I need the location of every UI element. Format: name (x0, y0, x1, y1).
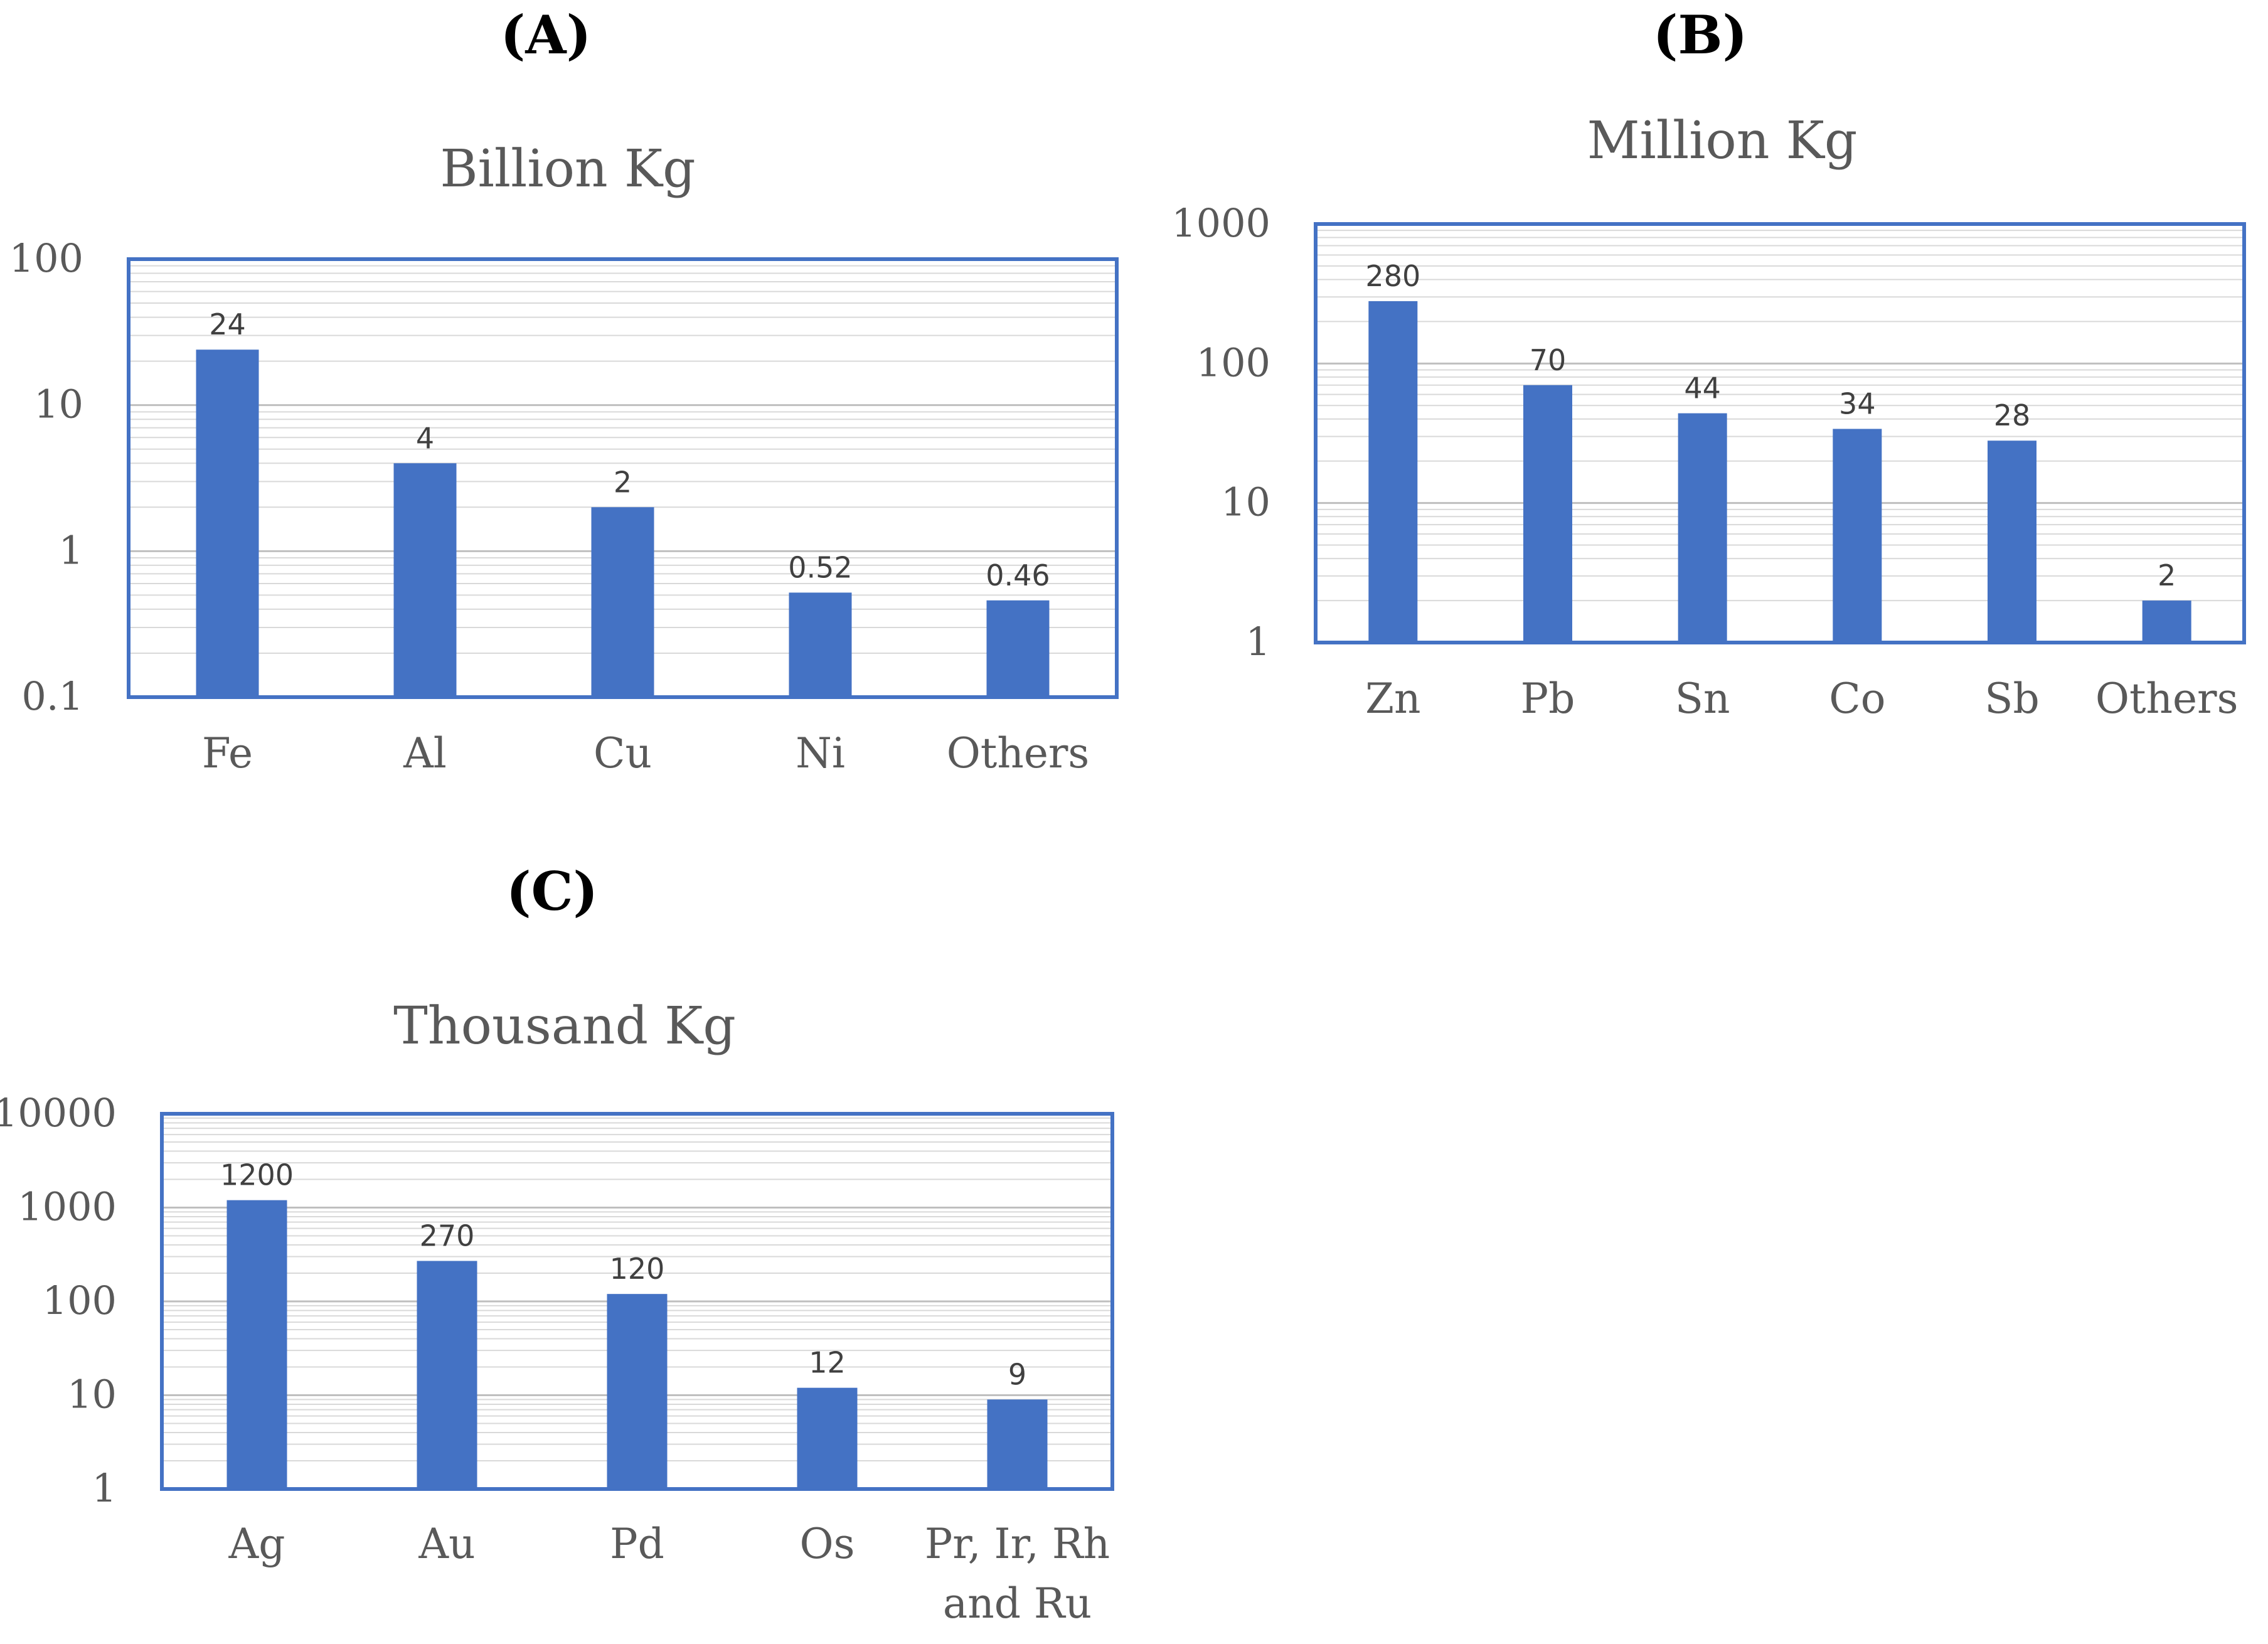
bar (1368, 301, 1418, 641)
bar (797, 1387, 858, 1487)
x-category-label: Sn (1675, 675, 1730, 723)
data-label: 24 (209, 307, 246, 341)
bar (2142, 600, 2191, 641)
bar (789, 592, 852, 695)
y-tick-label: 1 (92, 1465, 117, 1511)
plot-frame (160, 1112, 1114, 1491)
plot-frame (1314, 222, 2246, 644)
x-category-label: Others (947, 729, 1090, 777)
y-tick-label: 1000 (18, 1184, 117, 1230)
x-category-label: Co (1829, 675, 1885, 723)
y-tick-label: 10 (67, 1372, 117, 1417)
bar (987, 1399, 1048, 1487)
bar (607, 1294, 668, 1487)
data-label: 2 (2158, 558, 2176, 592)
data-label: 44 (1684, 371, 1721, 405)
data-label: 28 (1994, 398, 2031, 432)
chart-a: (A) Billion Kg 0.1 1 10 100 24 Fe 4 Al 2 Cu 0.52 Ni 0.… (9, 4, 1119, 777)
x-category-label: Pb (1521, 675, 1575, 723)
bar (1523, 385, 1572, 641)
bar (591, 507, 654, 695)
bar (196, 350, 259, 695)
data-label: 120 (610, 1252, 665, 1286)
x-category-label: Pr, Ir, Rh (925, 1520, 1110, 1568)
x-category-label: Ag (228, 1520, 285, 1568)
bar (417, 1261, 477, 1487)
y-tick-label: 0.1 (21, 673, 83, 719)
y-tick-label: 10 (34, 382, 83, 427)
data-label: 12 (809, 1346, 846, 1380)
y-tick-label: 100 (43, 1278, 117, 1323)
x-category-label: Zn (1365, 675, 1420, 723)
plot-frame (127, 257, 1119, 699)
chart-title: Billion Kg (440, 139, 695, 199)
y-tick-label: 1 (59, 527, 83, 573)
y-tick-label: 10 (1221, 479, 1270, 525)
data-label: 1200 (220, 1158, 294, 1192)
x-category-label: and Ru (943, 1579, 1092, 1628)
x-category-label: Cu (594, 729, 652, 777)
y-tick-label: 1000 (1171, 200, 1270, 246)
panel-label: (B) (1653, 4, 1748, 66)
x-category-label: Os (800, 1520, 855, 1568)
y-tick-label: 100 (9, 235, 83, 281)
chart-b: (B) Million Kg 1 10 100 1000 280 Zn 70 Pb 44 Sn 34 Co… (1171, 4, 2246, 723)
y-tick-label: 1 (1246, 619, 1270, 665)
bar (226, 1200, 287, 1487)
bar (1988, 440, 2036, 641)
y-tick-label: 10000 (0, 1090, 117, 1136)
x-category-label: Al (403, 729, 447, 777)
x-category-label: Fe (202, 729, 253, 777)
data-label: 2 (614, 465, 632, 499)
bar (393, 463, 457, 695)
x-category-label: Pd (610, 1520, 664, 1568)
x-category-label: Others (2095, 675, 2239, 723)
chart-c: (C) Thousand Kg 1 10 100 1000 10000 1200 Ag 270 Au… (0, 860, 1114, 1628)
chart-title: Million Kg (1587, 111, 1858, 171)
data-label: 34 (1839, 387, 1876, 421)
bar (1833, 429, 1882, 641)
x-category-label: Au (418, 1520, 475, 1568)
chart-title: Thousand Kg (393, 996, 736, 1056)
x-category-label: Ni (796, 729, 845, 777)
data-label: 0.52 (788, 550, 852, 584)
data-label: 9 (1008, 1357, 1026, 1391)
panel-label: (A) (501, 4, 592, 66)
data-label: 4 (416, 421, 434, 455)
bar (1678, 413, 1727, 641)
data-label: 70 (1530, 343, 1567, 377)
y-tick-label: 100 (1196, 339, 1270, 385)
bar (986, 600, 1050, 695)
x-category-label: Sb (1984, 675, 2039, 723)
data-label: 280 (1365, 259, 1420, 293)
data-label: 0.46 (986, 558, 1050, 592)
panel-label: (C) (506, 860, 598, 922)
data-label: 270 (420, 1219, 475, 1253)
